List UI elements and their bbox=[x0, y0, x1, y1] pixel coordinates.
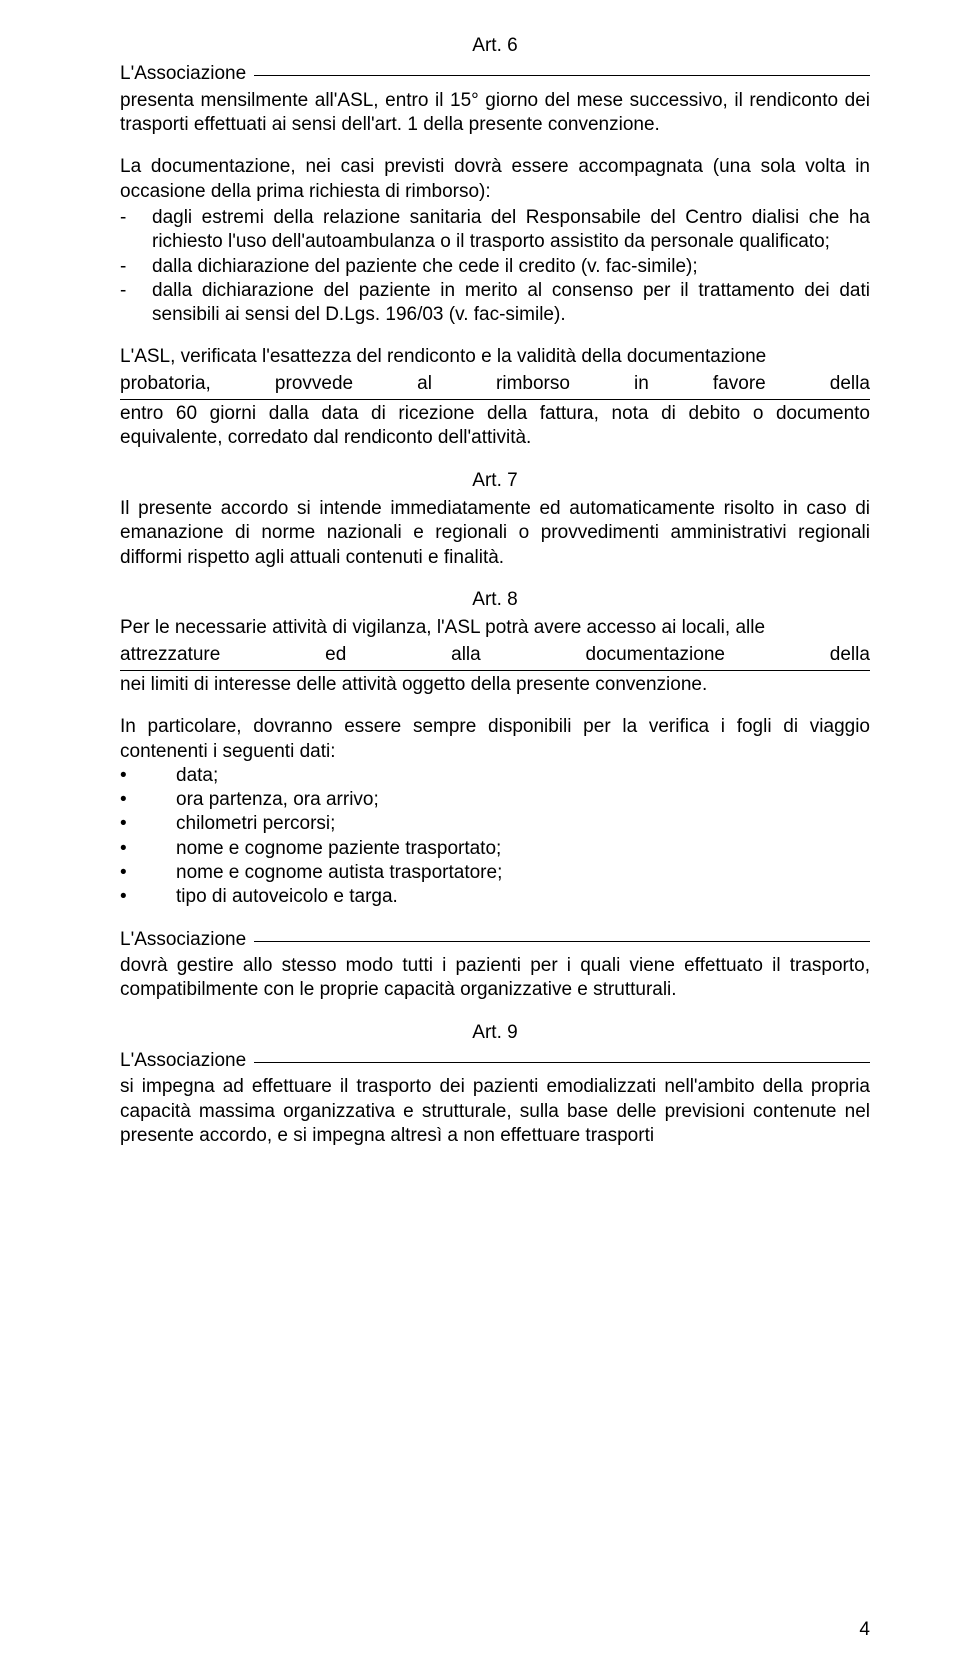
blank-rule bbox=[254, 1061, 870, 1063]
art8-p1: Per le necessarie attività di vigilanza,… bbox=[120, 616, 870, 667]
art6-list: -dagli estremi della relazione sanitaria… bbox=[120, 206, 870, 328]
art6-p2-intro: La documentazione, nei casi previsti dov… bbox=[120, 155, 870, 204]
blank-rule bbox=[254, 940, 870, 942]
blank-rule bbox=[254, 74, 870, 76]
list-item: •chilometri percorsi; bbox=[120, 812, 870, 836]
blank-rule bbox=[120, 398, 870, 400]
association-label: L'Associazione bbox=[120, 1049, 246, 1073]
list-item: •ora partenza, ora arrivo; bbox=[120, 788, 870, 812]
list-item: •tipo di autoveicolo e targa. bbox=[120, 885, 870, 909]
art6-heading: Art. 6 bbox=[120, 34, 870, 58]
art9-p1: si impegna ad effettuare il trasporto de… bbox=[120, 1075, 870, 1148]
art8-assoc-line: L'Associazione bbox=[120, 928, 870, 952]
list-item: -dagli estremi della relazione sanitaria… bbox=[120, 206, 870, 255]
list-item: •nome e cognome paziente trasportato; bbox=[120, 837, 870, 861]
art8-p4: dovrà gestire allo stesso modo tutti i p… bbox=[120, 954, 870, 1003]
page-number: 4 bbox=[859, 1618, 870, 1642]
blank-rule bbox=[120, 669, 870, 671]
art7-p1: Il presente accordo si intende immediata… bbox=[120, 497, 870, 570]
art6-p1: presenta mensilmente all'ASL, entro il 1… bbox=[120, 89, 870, 138]
association-label: L'Associazione bbox=[120, 928, 246, 952]
art6-assoc-line: L'Associazione bbox=[120, 62, 870, 86]
art6-p3: L'ASL, verificata l'esattezza del rendic… bbox=[120, 345, 870, 396]
document-page: Art. 6 L'Associazione presenta mensilmen… bbox=[0, 0, 960, 1662]
art7-heading: Art. 7 bbox=[120, 469, 870, 493]
list-item: •nome e cognome autista trasportatore; bbox=[120, 861, 870, 885]
art8-p2: nei limiti di interesse delle attività o… bbox=[120, 673, 870, 697]
association-label: L'Associazione bbox=[120, 62, 246, 86]
art8-p3: In particolare, dovranno essere sempre d… bbox=[120, 715, 870, 764]
art9-assoc-line: L'Associazione bbox=[120, 1049, 870, 1073]
art8-heading: Art. 8 bbox=[120, 588, 870, 612]
art9-heading: Art. 9 bbox=[120, 1021, 870, 1045]
art6-p4: entro 60 giorni dalla data di ricezione … bbox=[120, 402, 870, 451]
art8-bullets: •data; •ora partenza, ora arrivo; •chilo… bbox=[120, 764, 870, 910]
list-item: -dalla dichiarazione del paziente in mer… bbox=[120, 279, 870, 328]
list-item: -dalla dichiarazione del paziente che ce… bbox=[120, 255, 870, 279]
list-item: •data; bbox=[120, 764, 870, 788]
